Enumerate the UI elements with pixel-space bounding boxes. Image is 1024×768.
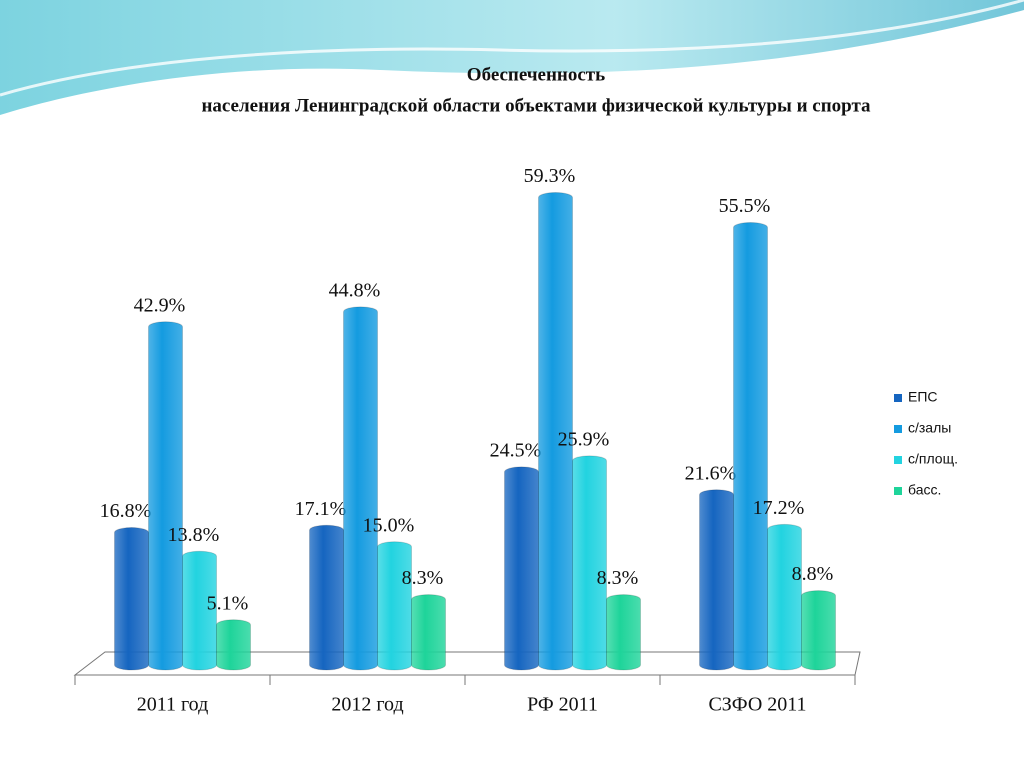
legend-swatch xyxy=(894,456,902,464)
legend-label: басс. xyxy=(908,482,941,498)
value-label: 24.5% xyxy=(490,439,542,461)
bar xyxy=(114,527,149,671)
value-label: 25.9% xyxy=(558,428,610,450)
legend-label: с/площ. xyxy=(908,451,958,467)
value-label: 15.0% xyxy=(363,514,415,536)
legend-swatch xyxy=(894,487,902,495)
chart-title: населения Ленинградской области объектам… xyxy=(201,95,871,116)
legend-swatch xyxy=(894,425,902,433)
legend-label: с/залы xyxy=(908,420,951,436)
value-label: 17.1% xyxy=(295,498,347,520)
bar xyxy=(767,523,802,671)
bar xyxy=(606,594,641,671)
value-label: 8.3% xyxy=(597,567,639,589)
value-label: 17.2% xyxy=(753,497,805,519)
header-wave xyxy=(0,0,1024,115)
bar xyxy=(216,619,251,671)
bar xyxy=(801,590,836,671)
value-label: 55.5% xyxy=(719,195,771,217)
chart-title: Обеспеченность xyxy=(467,64,605,85)
bar xyxy=(699,489,734,671)
legend-label: ЕПС xyxy=(908,389,938,405)
bar xyxy=(504,466,539,671)
value-label: 16.8% xyxy=(100,500,152,522)
value-label: 44.8% xyxy=(329,279,381,301)
bar xyxy=(343,306,378,671)
wave-line xyxy=(0,0,1024,97)
value-label: 8.8% xyxy=(792,563,834,585)
bar xyxy=(309,524,344,671)
value-label: 42.9% xyxy=(134,294,186,316)
bar xyxy=(148,321,183,671)
bar xyxy=(733,221,768,671)
bar xyxy=(538,192,573,671)
value-label: 13.8% xyxy=(168,524,220,546)
value-label: 21.6% xyxy=(685,462,737,484)
legend-swatch xyxy=(894,394,902,402)
x-tick-label: 2011 год xyxy=(137,694,209,716)
value-label: 8.3% xyxy=(402,567,444,589)
value-label: 59.3% xyxy=(524,165,576,187)
bar xyxy=(411,594,446,671)
x-tick-label: РФ 2011 xyxy=(527,694,598,716)
x-tick-label: СЗФО 2011 xyxy=(708,694,806,716)
bar xyxy=(572,455,607,671)
x-tick-label: 2012 год xyxy=(331,694,403,716)
bar xyxy=(377,541,412,671)
value-label: 5.1% xyxy=(207,592,249,614)
bar xyxy=(182,550,217,671)
